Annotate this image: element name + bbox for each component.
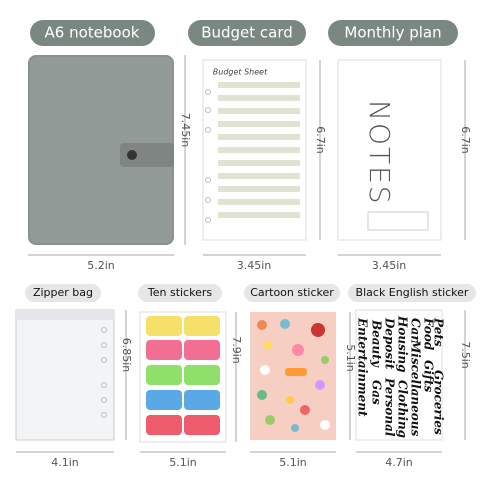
width-label: 4.7in	[385, 456, 413, 469]
height-label: 7.5in	[459, 341, 472, 369]
word: Miscellaneous	[409, 339, 423, 437]
label-pill	[188, 20, 306, 46]
word: Gifts	[422, 360, 436, 393]
notebook-snap	[127, 150, 137, 160]
item-label: Cartoon sticker	[250, 286, 334, 299]
word: Groceries	[432, 370, 446, 435]
item-label: Ten stickers	[147, 286, 213, 299]
notes-text: NOTES	[363, 100, 396, 206]
word: Personal	[383, 377, 397, 437]
notebook-texture	[30, 57, 172, 243]
width-label: 5.1in	[279, 456, 307, 469]
label-pill	[30, 20, 155, 46]
height-label: 5.1in	[344, 344, 357, 372]
item-label: Black English sticker	[356, 286, 469, 299]
zipper-bag	[15, 309, 115, 441]
label-pill	[244, 284, 340, 302]
height-label: 6.7in	[314, 126, 327, 154]
height-label: 7.45in	[179, 113, 192, 148]
word-sheet	[355, 309, 443, 441]
word: Entertainment	[356, 317, 370, 417]
item-label: Budget card	[201, 24, 293, 42]
width-label: 3.45in	[372, 259, 407, 272]
word: Car	[409, 318, 423, 343]
width-label: 5.2in	[87, 259, 115, 272]
item-label: Monthly plan	[344, 24, 441, 42]
sticker-words: Entertainment Beauty Deposit Gas Persona…	[356, 315, 446, 438]
word: Pets	[432, 317, 446, 347]
width-label: 4.1in	[51, 456, 79, 469]
item-label: A6 notebook	[45, 24, 140, 42]
word: Housing	[396, 315, 410, 373]
notes-card	[337, 59, 442, 241]
word: Gas	[370, 380, 384, 405]
word: Beauty	[370, 319, 384, 368]
notebook-strap	[120, 143, 174, 167]
budget-title: Budget Sheet	[213, 68, 268, 77]
height-label: 7.9in	[230, 336, 243, 364]
zipper	[16, 310, 114, 320]
width-label: 3.45in	[237, 259, 272, 272]
label-pill	[348, 284, 476, 302]
width-label: 5.1in	[169, 456, 197, 469]
label-pill	[328, 20, 458, 46]
sticker-tabs	[146, 316, 220, 435]
word: Clothing	[396, 380, 410, 438]
budget-rows	[205, 82, 300, 223]
word: Food	[422, 317, 436, 351]
height-label: 6.7in	[459, 126, 472, 154]
word: Deposit	[383, 317, 397, 370]
label-pill	[138, 284, 222, 302]
notes-box	[367, 211, 429, 231]
bag-holes	[101, 327, 107, 418]
height-label: 6.85in	[120, 338, 133, 373]
label-pill	[25, 284, 101, 302]
cartoon-icons	[257, 319, 330, 432]
item-label: Zipper bag	[33, 286, 93, 299]
